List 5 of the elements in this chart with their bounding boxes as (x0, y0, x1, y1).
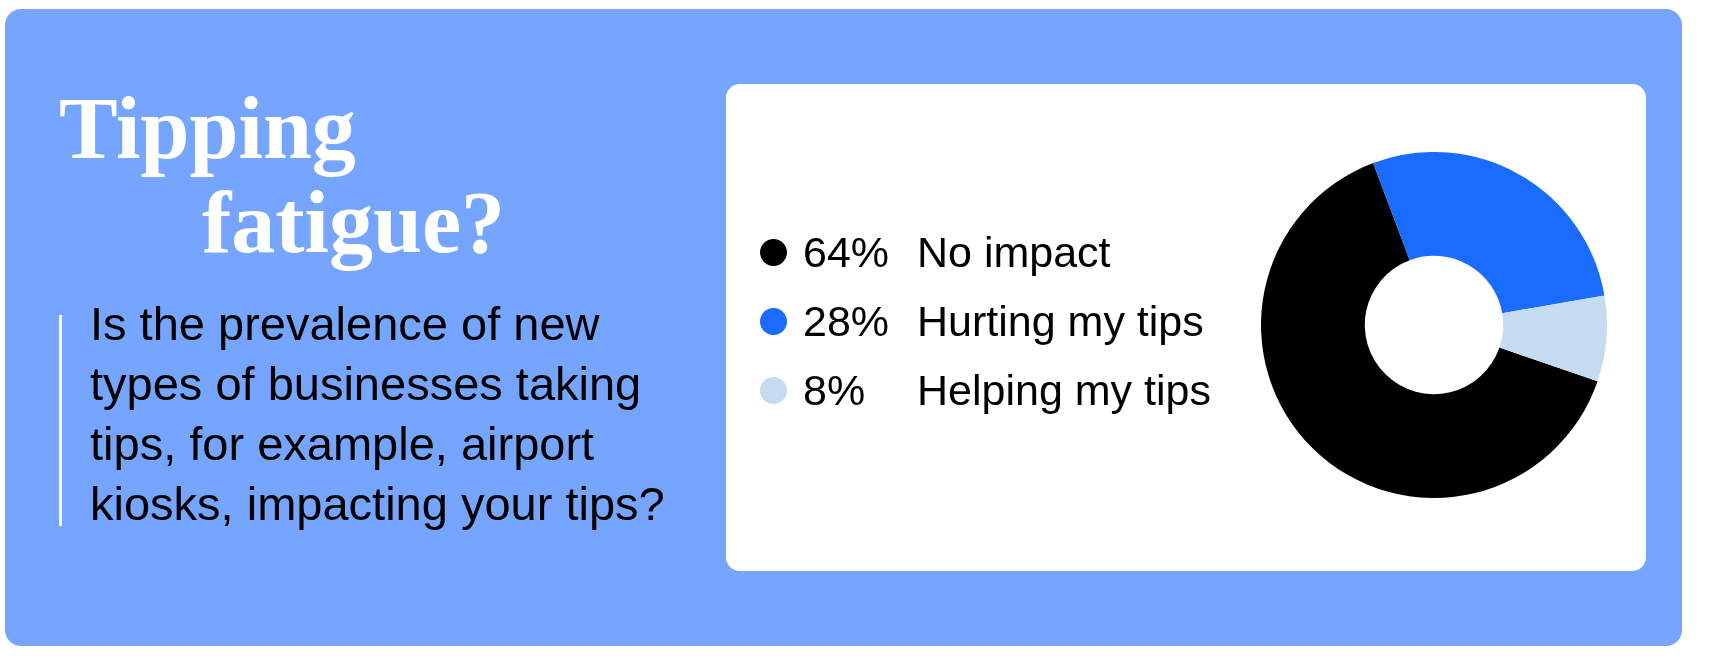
legend-label: 8% Helping my tips (803, 366, 1211, 415)
legend-label: 64% No impact (803, 228, 1111, 277)
legend-label: 28% Hurting my tips (803, 297, 1204, 346)
chart-title: Tipping fatigue? (59, 80, 507, 271)
text: Is the prevalence of new types of businesses taking tips, for example, airport kiosks, impacting your tips? (90, 296, 666, 532)
